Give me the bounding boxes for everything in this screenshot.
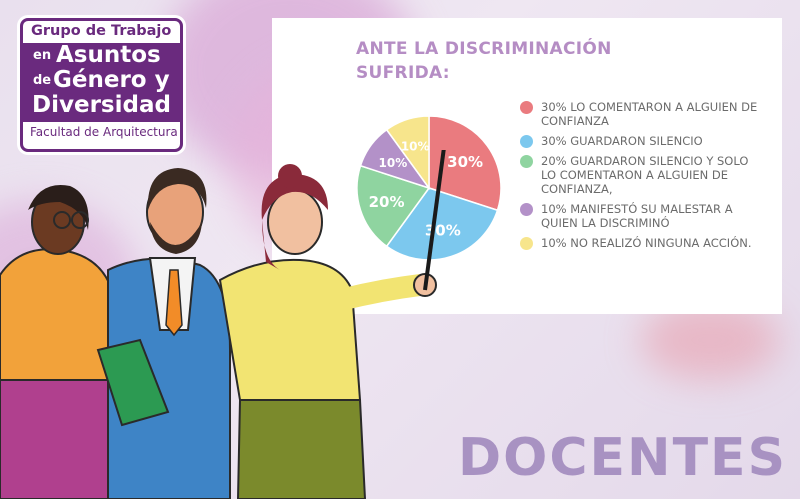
logo-line1: Grupo de Trabajo: [31, 23, 172, 39]
pie-chart: 30%30%20%10%10%: [356, 115, 502, 261]
pie-slice-label: 30%: [447, 153, 483, 171]
logo-diversidad: Diversidad: [32, 92, 171, 118]
docentes-heading: DOCENTES: [458, 428, 788, 488]
pie-slice-label: 10%: [401, 140, 430, 154]
woman-right-figure: [218, 150, 446, 499]
teachers-illustration: [0, 150, 446, 499]
logo-asuntos: Asuntos: [56, 42, 161, 68]
woman-left-figure: [0, 185, 120, 499]
legend-label: 30% GUARDARON SILENCIO: [541, 134, 703, 148]
logo-genero: Género y: [53, 67, 170, 93]
logo-de: de: [33, 73, 52, 88]
logo-facultad: Facultad de Arquitectura: [30, 125, 178, 139]
legend-swatch: [520, 237, 533, 250]
man-middle-figure: [96, 168, 231, 499]
pie-slice: [428, 115, 502, 212]
legend-swatch: [520, 101, 533, 114]
group-logo: Grupo de Trabajo en Asuntos de Género y …: [20, 18, 183, 152]
pie-slice-label: 20%: [369, 193, 405, 211]
legend-label: 10% MANIFESTÓ SU MALESTAR A QUIEN LA DIS…: [541, 202, 733, 230]
pie-slice: [385, 187, 499, 261]
legend-swatch: [520, 135, 533, 148]
legend-label: 30% LO COMENTARON A ALGUIEN DE CONFIANZA: [541, 100, 758, 128]
legend-label: 10% NO REALIZÓ NINGUNA ACCIÓN.: [541, 236, 752, 250]
chart-title: ANTE LA DISCRIMINACIÓN SUFRIDA:: [356, 39, 612, 83]
legend-swatch: [520, 203, 533, 216]
pie-slice: [385, 115, 430, 191]
legend-item: 10% NO REALIZÓ NINGUNA ACCIÓN.: [520, 236, 760, 250]
chart-legend: 30% LO COMENTARON A ALGUIEN DE CONFIANZA…: [520, 100, 760, 256]
legend-item: 30% GUARDARON SILENCIO: [520, 134, 760, 148]
legend-swatch: [520, 155, 533, 168]
logo-band: [23, 43, 180, 122]
legend-item: 30% LO COMENTARON A ALGUIEN DE CONFIANZA: [520, 100, 760, 128]
legend-item: 10% MANIFESTÓ SU MALESTAR A QUIEN LA DIS…: [520, 202, 760, 230]
pie-slice: [356, 164, 431, 248]
pie-slice-label: 10%: [379, 156, 408, 170]
logo-en: en: [33, 48, 52, 63]
legend-item: 20% GUARDARON SILENCIO Y SOLO LO COMENTA…: [520, 154, 760, 196]
legend-label: 20% GUARDARON SILENCIO Y SOLO LO COMENTA…: [541, 154, 749, 196]
